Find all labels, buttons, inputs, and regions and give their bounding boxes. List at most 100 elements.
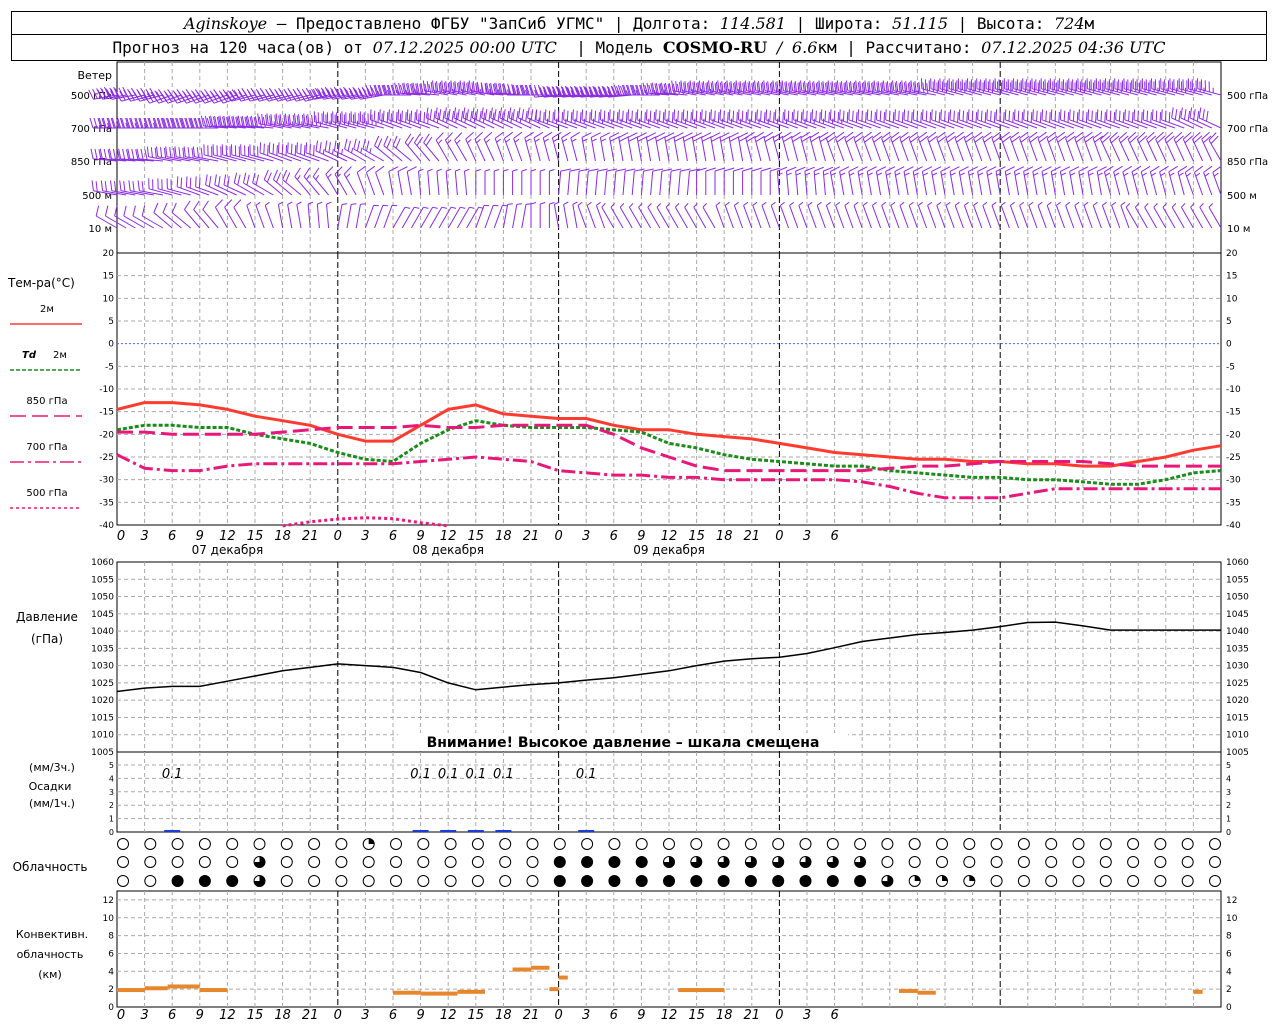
- wind-barb: [800, 131, 811, 162]
- cloud-symbol-fill: [745, 856, 757, 868]
- wind-barb: [404, 133, 421, 162]
- cloud-symbol-ring: [826, 838, 839, 850]
- wind-barb: [1208, 203, 1222, 229]
- wind-barb: [1115, 109, 1139, 129]
- wind-barb: [277, 201, 284, 229]
- pressure-tick-right: 1060: [1226, 558, 1249, 568]
- cloud-symbol-fill: [942, 875, 948, 881]
- precip-tick-right: 3: [1226, 788, 1231, 797]
- cloud-symbol-fill: [718, 856, 730, 868]
- wind-barb: [277, 142, 302, 162]
- cloud-symbol-fill: [969, 875, 975, 881]
- x-tick-label: 12: [661, 529, 678, 544]
- wind-barb: [364, 204, 379, 229]
- wind-barb: [954, 131, 966, 162]
- wind-barb: [903, 166, 914, 196]
- wind-barb: [97, 86, 127, 100]
- x-tick-label-bottom: 3: [803, 1008, 811, 1023]
- precip-unit-3h: (мм/3ч.): [29, 761, 75, 774]
- wind-level-right: 500 м: [1227, 191, 1257, 202]
- legend-td-prefix: Td: [22, 350, 37, 361]
- wind-barb: [908, 201, 918, 229]
- wind-barb: [512, 169, 518, 195]
- cloud-symbol-fill: [800, 875, 811, 887]
- wind-barb: [724, 201, 734, 229]
- wind-barb: [323, 111, 348, 129]
- wind-barb: [240, 144, 265, 162]
- wind-level-left: 500 м: [82, 191, 112, 202]
- wind-barb: [846, 80, 872, 96]
- wind-barb: [210, 115, 237, 129]
- wind-barb: [1022, 78, 1047, 96]
- wind-barb: [418, 168, 424, 196]
- cloud-symbol-fill: [772, 875, 784, 887]
- wind-barb: [656, 203, 670, 229]
- cloud-symbol-ring: [390, 856, 402, 868]
- temperature-tick-right: 20: [1226, 249, 1238, 259]
- wind-barb: [128, 180, 154, 196]
- wind-barb: [668, 168, 682, 196]
- cloud-symbol-ring: [1209, 856, 1221, 868]
- wind-barb: [484, 204, 499, 229]
- model-name: COSMO-RU: [662, 38, 768, 57]
- wind-barb: [674, 203, 688, 229]
- wind-barb: [1009, 201, 1020, 229]
- wind-barb: [493, 169, 500, 195]
- pressure-tick-right: 1050: [1226, 593, 1249, 603]
- wind-barb: [827, 80, 854, 96]
- temperature-tick-left: 0: [108, 340, 114, 350]
- wind-barb: [1113, 165, 1123, 196]
- wind-barb: [632, 84, 660, 96]
- wind-barb: [1059, 109, 1084, 129]
- temperature-series-line: [116, 401, 1222, 468]
- wind-barb: [353, 138, 375, 162]
- cloud-symbol-fill: [663, 856, 675, 868]
- wind-barb: [599, 109, 624, 129]
- wind-barb: [202, 200, 219, 229]
- wind-barb: [609, 109, 633, 129]
- wind-barb: [677, 168, 691, 196]
- wind-barb: [1146, 131, 1158, 162]
- wind-barb: [246, 201, 256, 229]
- convective-tick-left: 12: [103, 896, 114, 906]
- wind-barb: [991, 131, 1002, 162]
- wind-barb: [581, 132, 592, 162]
- wind-barb: [429, 206, 448, 229]
- precip-tick-right: 5: [1226, 761, 1231, 770]
- wind-barb: [355, 203, 366, 229]
- wind-barb: [548, 202, 555, 228]
- temperature-series-line: [116, 419, 1222, 486]
- wind-barb: [394, 82, 421, 96]
- wind-barb: [447, 206, 466, 229]
- wind-barb: [875, 109, 900, 129]
- cloud-symbol-ring: [1045, 875, 1058, 887]
- cloud-symbol-ring: [308, 856, 321, 868]
- precip-tick-left: 1: [109, 815, 114, 824]
- model-res: 6.6: [791, 38, 818, 57]
- wind-barb: [454, 168, 461, 196]
- wind-barb: [435, 132, 449, 162]
- legend-label: 2м: [53, 350, 67, 361]
- wind-barb: [224, 199, 238, 229]
- cloud-symbol-ring: [717, 838, 730, 850]
- cloud-symbol-ring: [444, 838, 457, 850]
- wind-barb: [936, 131, 947, 162]
- cloud-symbol-ring: [198, 838, 211, 850]
- cloud-symbol-fill: [745, 875, 757, 887]
- wind-barb: [255, 201, 265, 229]
- wind-barb: [781, 131, 793, 162]
- wind-barb: [493, 204, 508, 229]
- wind-barb: [772, 80, 798, 96]
- wind-barb: [1092, 131, 1104, 162]
- wind-barb: [174, 146, 200, 162]
- wind-barb: [917, 201, 928, 229]
- wind-barb: [779, 201, 790, 229]
- temperature-tick-right: -25: [1226, 453, 1241, 463]
- cloud-symbol-ring: [1072, 838, 1085, 850]
- wind-barb: [790, 80, 817, 96]
- precip-unit-1h: (мм/1ч.): [29, 797, 75, 810]
- wind-barb: [171, 202, 191, 229]
- wind-barb: [816, 201, 826, 229]
- wind-barb: [866, 166, 877, 196]
- pressure-tick-left: 1050: [91, 593, 114, 603]
